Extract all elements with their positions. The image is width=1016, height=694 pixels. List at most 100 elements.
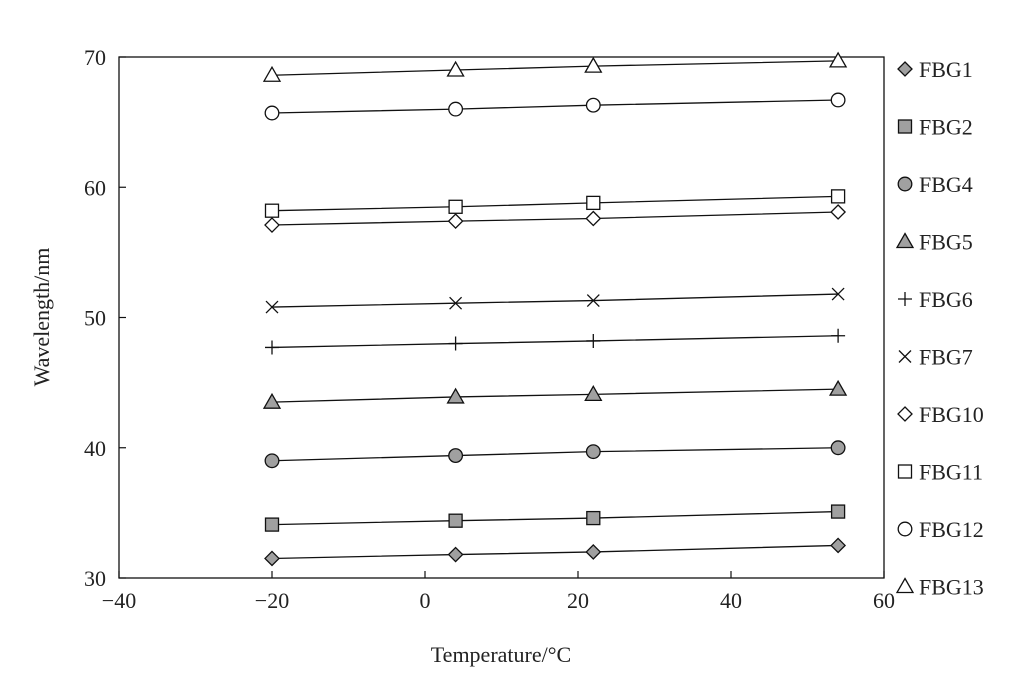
data-point-fbg10 [264, 217, 280, 233]
data-point-fbg1 [585, 544, 602, 560]
data-point-fbg12 [585, 97, 601, 113]
y-tick-label: 40 [84, 436, 106, 461]
data-point-fbg13 [262, 65, 282, 82]
legend-label-fbg6: FBG6 [919, 287, 973, 312]
data-point-fbg5 [262, 392, 282, 409]
series-fbg4 [264, 440, 846, 469]
x-axis: −40 −20 0 20 40 60 [102, 571, 895, 613]
data-point-fbg4 [585, 444, 601, 460]
x-tick-label: −20 [255, 588, 289, 613]
data-point-fbg4 [264, 453, 280, 469]
legend: FBG1 FBG2 FBG4 FBG5 FBG6 FBG7 FBG10 FBG11 FBG12 F… [895, 57, 984, 600]
data-point-fbg1 [830, 537, 847, 554]
series-line-fbg12 [271, 99, 839, 114]
y-tick-label: 30 [84, 566, 106, 591]
legend-marker-fbg2 [897, 119, 913, 134]
data-point-fbg7 [586, 294, 600, 308]
data-point-fbg2 [264, 517, 280, 532]
data-point-fbg13 [446, 60, 465, 77]
series-fbg11 [264, 189, 846, 218]
y-axis: 30 40 50 60 70 [84, 45, 126, 591]
series-fbg7 [265, 287, 845, 314]
series-line-fbg2 [271, 510, 839, 526]
legend-item-fbg1: FBG1 [897, 57, 973, 82]
x-tick-label: 20 [567, 588, 589, 613]
legend-label-fbg10: FBG10 [919, 402, 984, 427]
series-fbg5 [262, 379, 848, 409]
legend-item-fbg4: FBG4 [897, 172, 973, 197]
data-point-fbg11 [448, 199, 463, 214]
legend-marker-fbg5 [895, 232, 915, 249]
legend-item-fbg7: FBG7 [898, 345, 973, 370]
data-point-fbg4 [448, 448, 464, 464]
legend-marker-fbg11 [897, 464, 913, 479]
legend-item-fbg12: FBG12 [897, 517, 984, 542]
x-axis-title: Temperature/°C [431, 642, 571, 667]
legend-item-fbg2: FBG2 [897, 115, 973, 140]
legend-item-fbg6: FBG6 [898, 287, 973, 312]
series-line-fbg7 [271, 293, 839, 308]
series-fbg13 [262, 51, 848, 82]
data-point-fbg6 [448, 336, 463, 351]
x-tick-label: −40 [102, 588, 136, 613]
data-point-fbg6 [831, 328, 846, 343]
data-point-fbg5 [446, 387, 465, 404]
series-line-fbg10 [271, 211, 839, 226]
legend-label-fbg12: FBG12 [919, 517, 984, 542]
series-line-fbg6 [271, 335, 839, 349]
legend-item-fbg10: FBG10 [897, 402, 984, 427]
data-point-fbg6 [586, 333, 601, 348]
data-point-fbg13 [584, 56, 603, 73]
legend-marker-fbg4 [897, 176, 913, 192]
data-point-fbg2 [448, 513, 463, 528]
legend-label-fbg13: FBG13 [919, 575, 984, 600]
data-point-fbg12 [448, 101, 464, 117]
series-line-fbg1 [271, 544, 839, 560]
legend-label-fbg7: FBG7 [919, 345, 973, 370]
legend-label-fbg1: FBG1 [919, 57, 973, 82]
data-point-fbg13 [828, 51, 848, 68]
legend-marker-fbg10 [897, 406, 913, 422]
y-axis-title: Wavelength/nm [29, 248, 54, 387]
data-point-fbg4 [830, 440, 846, 456]
plot-frame [118, 56, 885, 579]
series-fbg10 [264, 204, 847, 233]
series-fbg2 [264, 504, 846, 532]
data-point-fbg7 [831, 287, 845, 301]
legend-marker-fbg13 [895, 577, 915, 594]
data-point-fbg10 [447, 213, 464, 230]
legend-marker-fbg1 [897, 61, 913, 77]
data-point-fbg7 [265, 300, 279, 314]
legend-item-fbg13: FBG13 [895, 575, 984, 600]
series-line-fbg11 [271, 195, 839, 212]
data-point-fbg10 [585, 210, 602, 227]
data-point-fbg12 [264, 105, 280, 121]
data-point-fbg6 [265, 340, 279, 355]
legend-label-fbg2: FBG2 [919, 115, 973, 140]
legend-marker-fbg12 [897, 521, 913, 537]
legend-label-fbg4: FBG4 [919, 172, 973, 197]
series-fbg6 [265, 328, 846, 355]
data-point-fbg11 [264, 203, 280, 218]
x-tick-label: 60 [873, 588, 895, 613]
data-point-fbg2 [586, 510, 601, 526]
legend-label-fbg5: FBG5 [919, 230, 973, 255]
x-tick-label: 40 [720, 588, 742, 613]
data-point-fbg5 [584, 385, 603, 401]
data-point-fbg12 [830, 92, 846, 108]
series-layer [262, 51, 848, 567]
data-point-fbg2 [830, 504, 846, 519]
series-fbg1 [264, 537, 847, 567]
series-line-fbg4 [271, 447, 839, 462]
data-point-fbg1 [264, 550, 280, 567]
data-point-fbg11 [830, 189, 846, 204]
x-tick-label: 0 [420, 588, 431, 613]
series-line-fbg5 [271, 388, 839, 403]
legend-marker-fbg6 [898, 292, 912, 306]
data-point-fbg7 [449, 296, 463, 310]
y-tick-label: 70 [84, 45, 106, 70]
legend-item-fbg5: FBG5 [895, 230, 973, 255]
y-tick-label: 50 [84, 306, 106, 331]
data-point-fbg1 [447, 546, 464, 563]
